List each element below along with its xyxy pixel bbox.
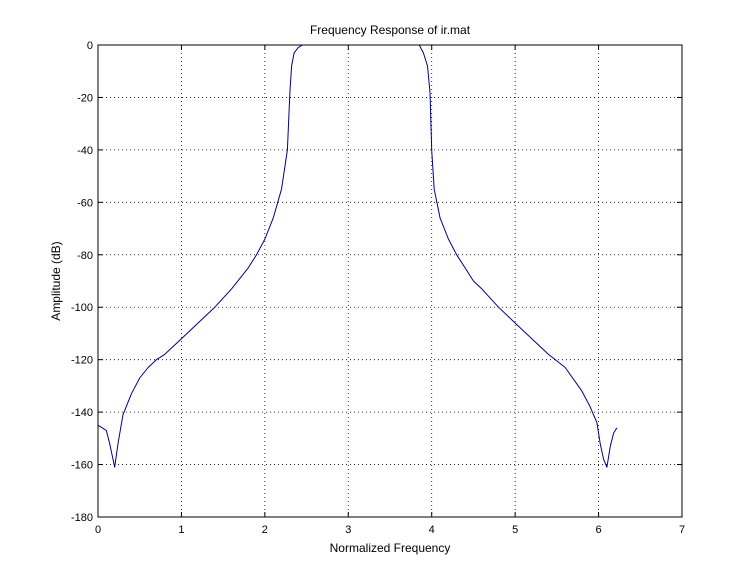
x-tick-label: 3 <box>345 524 351 536</box>
y-axis-label: Amplitude (dB) <box>49 241 63 320</box>
y-tick-label: -120 <box>71 355 93 367</box>
x-tick-label: 7 <box>679 524 685 536</box>
plot-area <box>98 45 682 517</box>
x-tick-label: 5 <box>512 524 518 536</box>
y-tick-label: 0 <box>87 40 93 52</box>
y-tick-label: -140 <box>71 407 93 419</box>
y-tick-label: -20 <box>77 92 93 104</box>
x-tick-label: 0 <box>95 524 101 536</box>
y-tick-label: -80 <box>77 250 93 262</box>
x-tick-label: 1 <box>178 524 184 536</box>
y-tick-label: -40 <box>77 145 93 157</box>
y-tick-label: -180 <box>71 512 93 524</box>
x-tick-label: 4 <box>429 524 435 536</box>
x-tick-label: 2 <box>262 524 268 536</box>
x-tick-label: 6 <box>596 524 602 536</box>
chart-title: Frequency Response of ir.mat <box>310 23 471 37</box>
y-tick-label: -100 <box>71 302 93 314</box>
y-tick-label: -60 <box>77 197 93 209</box>
plot-frame <box>97 44 683 518</box>
ticks: 0 1 2 3 4 5 6 7 0 -20 -40 -60 -80 -100 -120 -140 -160 -18… <box>71 40 685 536</box>
grid <box>98 45 682 517</box>
x-axis-label: Normalized Frequency <box>330 541 451 555</box>
y-tick-label: -160 <box>71 460 93 472</box>
